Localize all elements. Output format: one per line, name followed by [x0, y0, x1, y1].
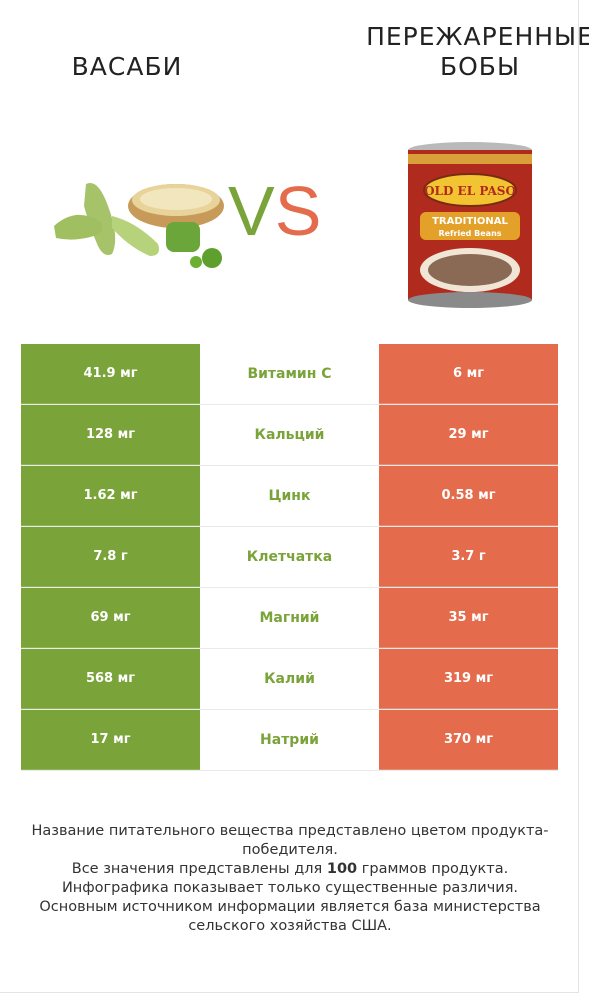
left-value-cell: 568 мг: [21, 649, 200, 709]
nutrient-name-cell: Натрий: [260, 732, 319, 748]
left-value-cell: 128 мг: [21, 405, 200, 465]
left-value-cell: 41.9 мг: [21, 344, 200, 404]
footer-line-2-pre: Все значения представлены для: [71, 861, 327, 877]
right-value-cell: 6 мг: [379, 344, 558, 404]
left-value-cell: 69 мг: [21, 588, 200, 648]
footer-line-1: Название питательного вещества представл…: [31, 823, 549, 858]
table-row: 69 мг Магний 35 мг: [21, 588, 558, 649]
right-value-cell: 29 мг: [379, 405, 558, 465]
table-row: 17 мг Натрий 370 мг: [21, 710, 558, 771]
footer-line-2: Все значения представлены для 100 граммо…: [20, 860, 560, 879]
nutrient-name-cell: Калий: [264, 671, 315, 687]
footer-line-2-bold: 100: [326, 861, 358, 877]
footer-notes: Название питательного вещества представл…: [20, 822, 560, 936]
table-row: 41.9 мг Витамин C 6 мг: [21, 344, 558, 405]
right-value-cell: 3.7 г: [379, 527, 558, 587]
can-line1-text: TRADITIONAL: [432, 216, 508, 227]
left-value-cell: 17 мг: [21, 710, 200, 770]
table-row: 128 мг Кальций 29 мг: [21, 405, 558, 466]
can-brand-text: OLD EL PASO: [424, 184, 516, 198]
right-value-cell: 35 мг: [379, 588, 558, 648]
footer-line-4: Основным источником информации является …: [39, 899, 541, 934]
vs-v-letter: V: [228, 172, 275, 250]
nutrient-name-cell: Витамин C: [247, 366, 332, 382]
left-product-title: ВАСАБИ: [71, 52, 183, 81]
table-row: 1.62 мг Цинк 0.58 мг: [21, 466, 558, 527]
can-line2-text: Refried Beans: [438, 229, 501, 238]
vs-s-letter: S: [274, 172, 322, 250]
nutrient-name-cell: Магний: [259, 610, 320, 626]
right-product-title: ПЕРЕЖАРЕННЫЕ БОБЫ: [366, 22, 589, 81]
wasabi-image: [54, 182, 224, 268]
nutrient-name-cell: Кальций: [254, 427, 325, 443]
right-value-cell: 370 мг: [379, 710, 558, 770]
nutrient-name-cell: Цинк: [268, 488, 311, 504]
vs-label: VS: [228, 166, 321, 256]
footer-line-2-post: граммов продукта.: [357, 861, 509, 877]
table-row: 568 мг Калий 319 мг: [21, 649, 558, 710]
table-row: 7.8 г Клетчатка 3.7 г: [21, 527, 558, 588]
left-value-cell: 1.62 мг: [21, 466, 200, 526]
right-value-cell: 0.58 мг: [379, 466, 558, 526]
refried-beans-can-image: OLD EL PASO TRADITIONAL Refried Beans: [408, 142, 532, 308]
right-value-cell: 319 мг: [379, 649, 558, 709]
nutrient-name-cell: Клетчатка: [246, 549, 333, 565]
left-value-cell: 7.8 г: [21, 527, 200, 587]
footer-line-3: Инфографика показывает только существенн…: [61, 880, 519, 896]
